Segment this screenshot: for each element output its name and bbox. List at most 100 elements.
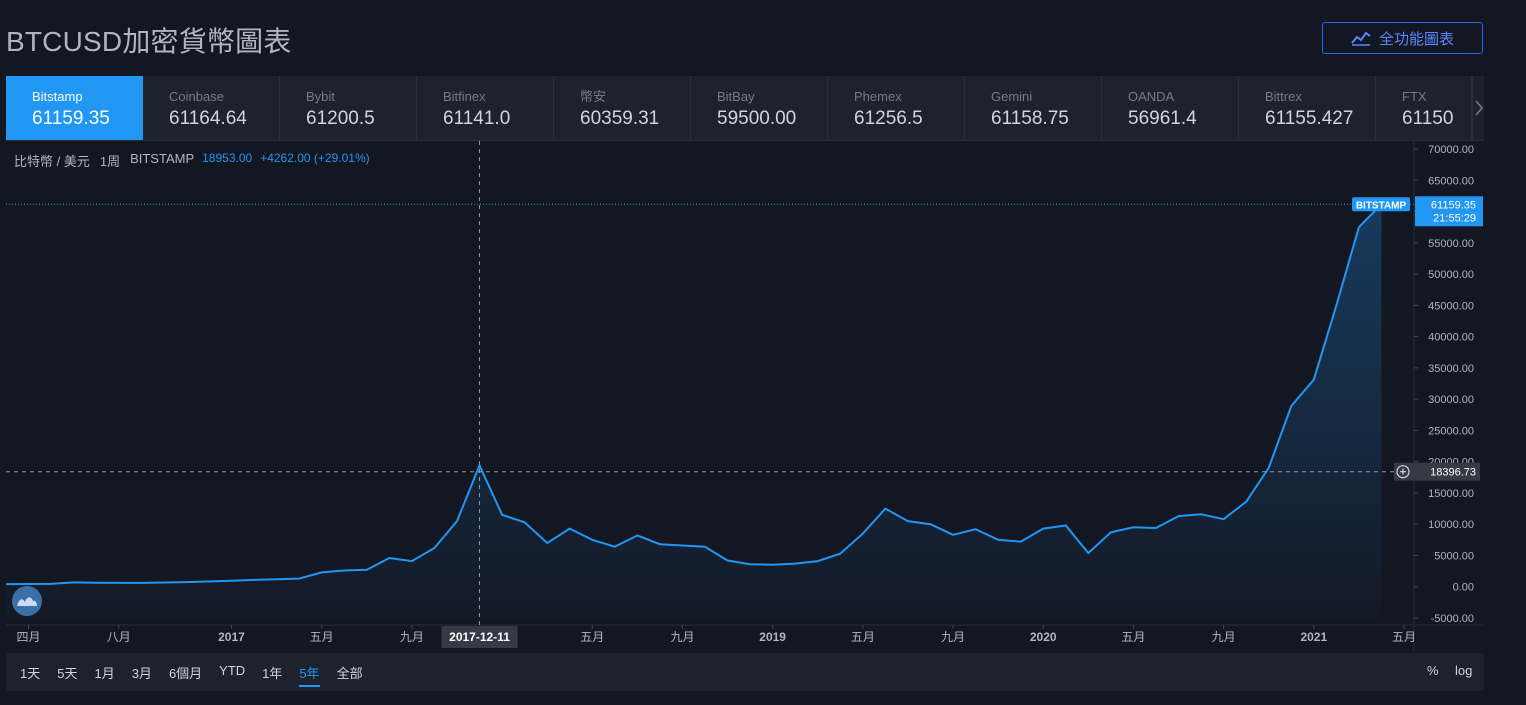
exchange-tab-bitstamp[interactable]: Bitstamp 61159.35 (6, 76, 143, 140)
exchange-tab-bitfinex[interactable]: Bitfinex 61141.0 (417, 76, 554, 140)
data-point (884, 507, 887, 510)
x-tick-label: 2017 (218, 630, 245, 644)
crosshair-price-box (1394, 462, 1480, 481)
data-point (749, 563, 751, 566)
data-point (185, 581, 188, 583)
legend-price: 18953.00 (202, 151, 253, 165)
data-point (1132, 526, 1135, 529)
y-tick-label: 25000.00 (1428, 425, 1474, 437)
y-tick-label: 15000.00 (1428, 488, 1474, 500)
chart-legend: 比特幣 / 美元 1周 BITSTAMP 18953.00 +4262.00 (… (14, 151, 370, 170)
data-point (568, 527, 571, 530)
exchange-tab-bybit[interactable]: Bybit 61200.5 (280, 76, 417, 140)
data-point (388, 557, 391, 559)
range-button[interactable]: 5年 (299, 663, 320, 687)
y-tick-label: 10000.00 (1428, 519, 1474, 531)
x-tick-label: 五月 (851, 630, 875, 644)
y-tick-label: 50000.00 (1428, 269, 1474, 281)
y-tick-label: 55000.00 (1428, 238, 1474, 250)
series-line (5, 203, 1383, 586)
data-point (298, 577, 300, 580)
crosshair-plus-icon[interactable] (1396, 465, 1410, 479)
range-button[interactable]: 1天 (20, 666, 41, 681)
crosshair-date-box (441, 626, 518, 648)
range-button[interactable]: 6個月 (168, 666, 203, 681)
exchange-price: 61158.75 (991, 108, 1069, 129)
data-point (1110, 531, 1112, 534)
current-exchange-tag (1352, 197, 1410, 212)
data-point (862, 532, 864, 535)
data-point (1290, 405, 1293, 407)
x-tick-label: 五月 (580, 630, 604, 644)
data-point (478, 464, 481, 467)
data-point (50, 583, 52, 585)
exchange-tab-bittrex[interactable]: Bittrex 61155.427 (1239, 76, 1376, 140)
exchange-name: Bybit (306, 89, 335, 104)
tabs-next-chevron-icon[interactable] (1472, 76, 1484, 140)
data-point (771, 564, 774, 566)
legend-interval: 1周 (99, 154, 121, 169)
x-tick-label: 2019 (759, 630, 786, 644)
data-point (1087, 552, 1090, 554)
range-button[interactable]: 1年 (262, 666, 283, 681)
range-button[interactable]: YTD (219, 663, 246, 678)
exchange-price: 60359.31 (580, 108, 660, 129)
exchange-name: Bitfinex (443, 89, 486, 104)
data-point (343, 569, 346, 572)
data-point (95, 581, 97, 584)
exchange-tab-ftx[interactable]: FTX 61150 (1376, 76, 1472, 140)
legend-symbol: 比特幣 / 美元 (14, 154, 90, 169)
exchange-tab-幣安[interactable]: 幣安 60359.31 (554, 76, 691, 140)
percent-scale-button[interactable]: % (1427, 663, 1439, 678)
exchange-name: BitBay (717, 89, 755, 104)
exchange-tab-phemex[interactable]: Phemex 61256.5 (828, 76, 965, 140)
exchange-name: Bittrex (1265, 89, 1302, 104)
range-button[interactable]: 5天 (57, 666, 78, 681)
data-point (320, 571, 323, 574)
exchange-name: OANDA (1128, 89, 1175, 104)
range-button[interactable]: 全部 (336, 666, 363, 681)
data-point (839, 552, 842, 555)
exchange-tab-coinbase[interactable]: Coinbase 61164.64 (143, 76, 280, 140)
full-chart-button[interactable]: 全功能圖表 (1322, 22, 1483, 54)
range-button[interactable]: 3月 (131, 666, 152, 681)
exchange-price: 61256.5 (854, 108, 923, 129)
tradingview-logo-icon[interactable] (12, 586, 42, 616)
legend-exchange: BITSTAMP (130, 151, 195, 166)
full-chart-label: 全功能圖表 (1378, 30, 1454, 48)
series-area (6, 204, 1382, 619)
exchange-name: Coinbase (169, 89, 224, 104)
crosshair-price-label: 18396.73 (1430, 467, 1476, 479)
y-tick-label: 30000.00 (1428, 394, 1474, 406)
data-point (433, 547, 436, 549)
data-point (952, 534, 954, 536)
y-tick-label: 35000.00 (1428, 363, 1474, 375)
exchange-price: 61155.427 (1265, 108, 1354, 129)
crosshair-date-label: 2017-12-11 (449, 630, 510, 644)
exchange-tab-oanda[interactable]: OANDA 56961.4 (1102, 76, 1239, 140)
y-tick-label: 40000.00 (1428, 332, 1474, 344)
data-point (1019, 540, 1022, 543)
data-point (1245, 500, 1247, 503)
range-toolbar: 1天 5天 1月 3月 6個月 YTD 1年 5年 全部 % log (6, 653, 1484, 691)
current-exchange-tag-text: BITSTAMP (1356, 200, 1407, 211)
data-point (704, 545, 706, 548)
exchange-name: Bitstamp (32, 89, 83, 104)
price-chart[interactable]: 70000.0065000.0060000.0055000.0050000.00… (5, 141, 1484, 651)
range-button[interactable]: 1月 (94, 666, 115, 681)
chart-line-icon (1351, 31, 1371, 46)
exchange-price: 61141.0 (443, 108, 511, 129)
x-tick-label: 五月 (310, 630, 334, 644)
data-point (1313, 378, 1315, 381)
page-title: BTCUSD加密貨幣圖表 (6, 26, 292, 57)
log-scale-button[interactable]: log (1455, 663, 1473, 678)
data-point (636, 534, 639, 537)
exchange-tabs: Bitstamp 61159.35 Coinbase 61164.64 Bybit 612… (6, 76, 1484, 141)
data-point (546, 542, 548, 544)
data-point (591, 539, 594, 541)
exchange-tab-gemini[interactable]: Gemini 61158.75 (965, 76, 1102, 140)
chart-area[interactable]: 70000.0065000.0060000.0055000.0050000.00… (5, 141, 1484, 651)
data-point (253, 579, 255, 581)
exchange-tab-bitbay[interactable]: BitBay 59500.00 (691, 76, 828, 140)
x-tick-label: 2020 (1030, 630, 1057, 644)
